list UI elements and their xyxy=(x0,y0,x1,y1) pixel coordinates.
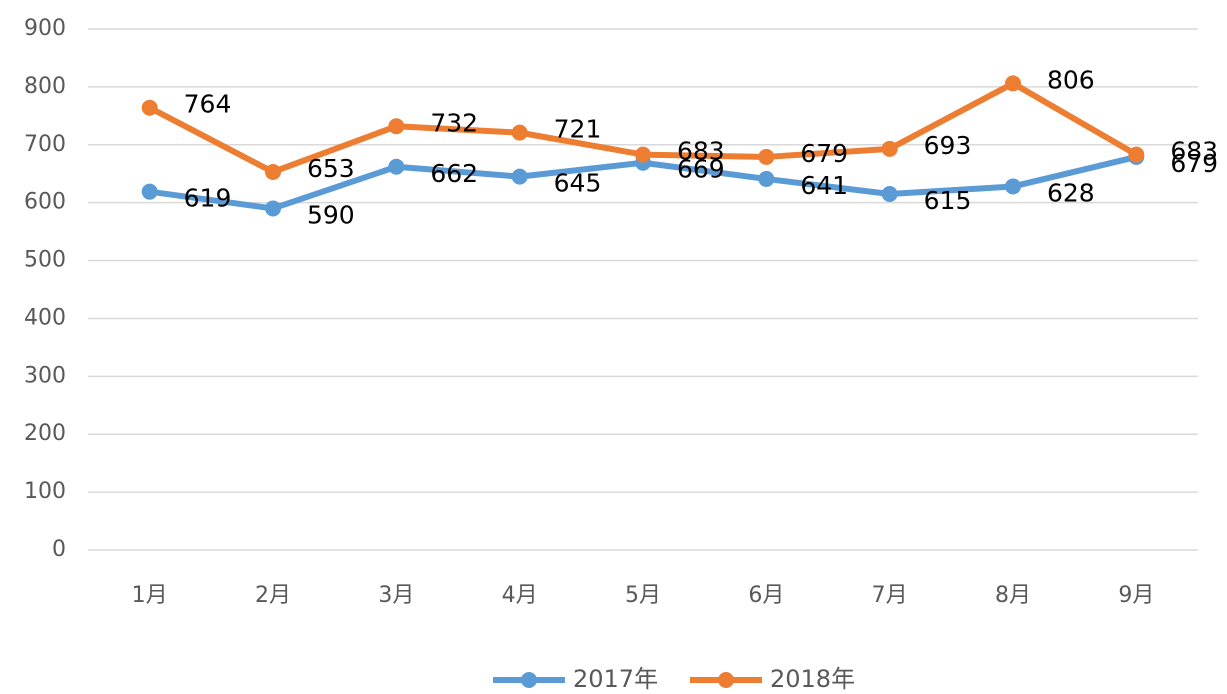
data-label: 619 xyxy=(184,184,232,213)
x-tick-label: 6月 xyxy=(748,583,784,608)
x-tick-label: 3月 xyxy=(378,583,414,608)
data-label: 693 xyxy=(924,131,972,160)
legend-label: 2018年 xyxy=(770,665,855,693)
data-label: 615 xyxy=(924,186,972,215)
data-label: 641 xyxy=(800,171,848,200)
data-label: 806 xyxy=(1047,65,1095,94)
y-tick-label: 700 xyxy=(24,132,66,157)
x-tick-label: 7月 xyxy=(872,583,908,608)
point xyxy=(141,183,158,200)
point xyxy=(881,185,898,202)
y-tick-label: 900 xyxy=(24,16,66,41)
point xyxy=(388,158,405,175)
x-tick-label: 9月 xyxy=(1118,583,1154,608)
data-label: 645 xyxy=(554,169,602,198)
x-tick-label: 2月 xyxy=(255,583,291,608)
point xyxy=(511,168,528,185)
x-tick-label: 4月 xyxy=(502,583,538,608)
legend-marker xyxy=(521,672,537,688)
x-tick-label: 1月 xyxy=(132,583,168,608)
data-label: 669 xyxy=(677,155,725,184)
x-tick-label: 8月 xyxy=(995,583,1031,608)
y-tick-label: 100 xyxy=(24,479,66,504)
point xyxy=(758,148,775,165)
point xyxy=(1128,146,1145,163)
point xyxy=(265,163,281,180)
point xyxy=(1005,178,1021,195)
x-tick-label: 5月 xyxy=(625,583,661,608)
data-label: 662 xyxy=(430,159,478,188)
y-tick-label: 600 xyxy=(24,190,66,215)
point xyxy=(758,170,775,187)
point xyxy=(141,99,158,116)
data-label: 590 xyxy=(307,200,355,229)
data-label: 764 xyxy=(184,90,232,119)
y-tick-label: 800 xyxy=(24,74,66,99)
point xyxy=(635,146,651,163)
y-tick-label: 400 xyxy=(24,305,66,330)
data-label: 679 xyxy=(800,139,848,168)
point xyxy=(1005,75,1021,92)
point xyxy=(511,124,528,141)
y-tick-label: 300 xyxy=(24,363,66,388)
data-label: 628 xyxy=(1047,178,1095,207)
data-label: 679 xyxy=(1170,149,1218,178)
legend-marker xyxy=(718,672,734,688)
data-label: 683 xyxy=(1170,137,1218,166)
data-label: 721 xyxy=(554,115,602,144)
y-tick-label: 200 xyxy=(24,421,66,446)
point xyxy=(388,118,405,135)
point xyxy=(265,200,281,217)
y-tick-label: 500 xyxy=(24,248,66,273)
y-tick-label: 0 xyxy=(52,537,66,562)
legend-label: 2017年 xyxy=(573,665,658,693)
data-label: 683 xyxy=(677,137,725,166)
data-label: 653 xyxy=(307,154,355,183)
data-label: 732 xyxy=(430,108,478,137)
point xyxy=(881,140,898,157)
